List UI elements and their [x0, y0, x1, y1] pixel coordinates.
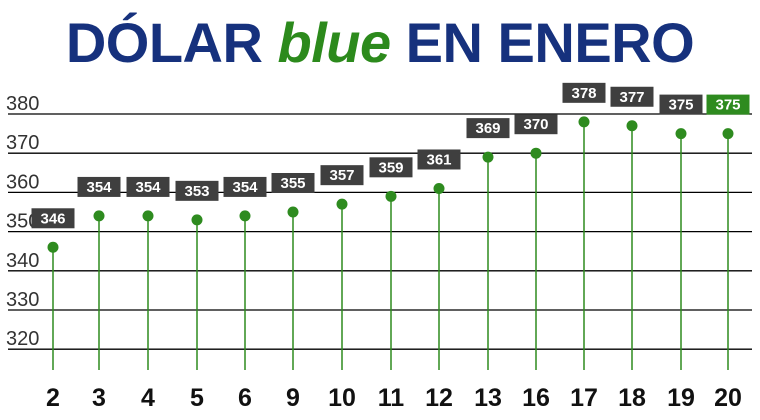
data-label: 354 [135, 179, 161, 196]
x-tick-label: 3 [92, 384, 106, 412]
data-label-box [610, 86, 654, 107]
x-tick-label: 19 [667, 384, 695, 412]
data-label-box [562, 82, 606, 103]
data-label-box [77, 176, 121, 197]
data-point [93, 210, 105, 222]
data-point [287, 206, 299, 218]
data-label: 353 [184, 183, 209, 200]
x-tick-label: 6 [238, 384, 252, 412]
data-label: 357 [329, 167, 354, 184]
data-label: 361 [426, 151, 451, 168]
x-tick-label: 20 [714, 384, 742, 412]
data-point [47, 241, 59, 253]
x-tick-label: 9 [286, 384, 300, 412]
data-label-box [514, 114, 558, 135]
y-tick-label: 380 [6, 93, 39, 115]
data-point [530, 147, 542, 159]
data-label-box [659, 94, 703, 115]
data-point [675, 128, 687, 140]
data-label: 346 [40, 210, 65, 227]
title-part-blue: blue [277, 11, 391, 74]
data-label-box [175, 180, 219, 201]
data-label: 378 [571, 85, 596, 102]
y-tick-label: 370 [6, 132, 39, 154]
data-label: 354 [86, 179, 112, 196]
y-tick-label: 340 [6, 250, 39, 272]
data-label-box [271, 173, 315, 193]
data-label-box [126, 176, 170, 197]
data-label: 359 [378, 159, 403, 176]
data-label-box [417, 149, 461, 170]
y-tick-label: 330 [6, 289, 39, 311]
x-tick-label: 5 [190, 384, 204, 412]
title-part-dolar: DÓLAR [65, 11, 278, 74]
y-tick-label: 320 [6, 328, 39, 350]
data-point [239, 210, 251, 222]
data-label-box [31, 208, 75, 229]
x-tick-label: 12 [425, 384, 453, 412]
data-label-box [369, 157, 413, 178]
data-label: 375 [668, 97, 693, 114]
x-tick-label: 18 [618, 384, 646, 412]
data-point [142, 210, 154, 222]
x-tick-label: 2 [46, 384, 60, 412]
x-tick-label: 16 [522, 384, 550, 412]
x-tick-label: 10 [328, 384, 356, 412]
data-label: 377 [619, 89, 644, 106]
x-tick-label: 4 [141, 384, 155, 412]
y-tick-label: 360 [6, 171, 39, 193]
x-tick-label: 17 [570, 384, 598, 412]
chart-title: DÓLAR blue EN ENERO [0, 8, 760, 78]
data-point [336, 198, 348, 210]
y-tick-label: 350 [6, 211, 39, 233]
data-point [191, 214, 203, 226]
data-point [626, 120, 638, 132]
x-tick-label: 11 [378, 384, 405, 412]
data-label: 355 [280, 175, 305, 192]
data-point [433, 182, 445, 194]
data-label: 369 [475, 120, 500, 137]
data-label: 370 [523, 116, 548, 133]
data-point [385, 190, 397, 202]
data-label-box [223, 176, 267, 197]
data-point [578, 116, 590, 128]
data-label: 375 [715, 97, 740, 114]
data-label-box [320, 165, 364, 186]
data-label-box [466, 118, 510, 139]
title-part-en-enero: EN ENERO [390, 11, 695, 74]
data-label-box [706, 94, 750, 115]
x-tick-label: 13 [474, 384, 502, 412]
data-label: 354 [232, 179, 258, 196]
data-point [482, 151, 494, 163]
data-point [722, 128, 734, 140]
